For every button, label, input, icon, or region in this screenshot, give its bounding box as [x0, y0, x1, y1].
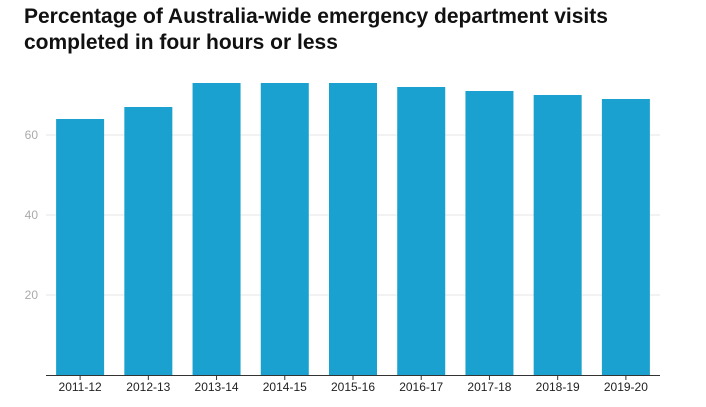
chart-title-line-2: completed in four hours or less	[24, 31, 338, 54]
y-tick-label: 20	[25, 288, 39, 302]
x-tick-label: 2011-12	[59, 380, 102, 394]
bar-2017-18	[465, 91, 514, 375]
x-tick-label: 2014-15	[263, 380, 307, 394]
y-tick-label: 60	[25, 128, 39, 142]
chart-title: Percentage of Australia-wide emergency d…	[24, 4, 684, 56]
bar-2019-20	[601, 99, 650, 375]
bar-2011-12	[56, 119, 105, 375]
x-tick-label: 2018-19	[536, 380, 580, 394]
x-axis	[46, 375, 660, 380]
x-tick-label: 2019-20	[604, 380, 648, 394]
x-tick-label: 2016-17	[399, 380, 443, 394]
bar-2015-16	[329, 83, 377, 375]
y-tick-label: 40	[25, 208, 39, 222]
x-tick-label: 2012-13	[126, 380, 170, 394]
x-tick-label: 2017-18	[467, 380, 511, 394]
bars	[56, 83, 650, 375]
bar-2014-15	[260, 83, 309, 375]
bar-2012-13	[124, 107, 173, 375]
y-tick-labels: 20 40 60	[25, 128, 39, 302]
bar-2013-14	[192, 83, 241, 375]
bar-2018-19	[533, 95, 582, 375]
x-tick-label: 2015-16	[331, 380, 375, 394]
bar-2016-17	[397, 87, 446, 375]
x-tick-label: 2013-14	[195, 380, 239, 394]
chart-title-line-1: Percentage of Australia-wide emergency d…	[24, 5, 608, 28]
x-tick-labels: 2011-12 2012-13 2013-14 2014-15 2015-16 2016-…	[59, 380, 649, 394]
